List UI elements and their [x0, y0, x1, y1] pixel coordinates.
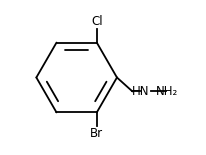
Text: NH₂: NH₂	[155, 85, 178, 98]
Text: Cl: Cl	[91, 15, 103, 28]
Text: HN: HN	[132, 85, 150, 98]
Text: Br: Br	[90, 127, 103, 140]
